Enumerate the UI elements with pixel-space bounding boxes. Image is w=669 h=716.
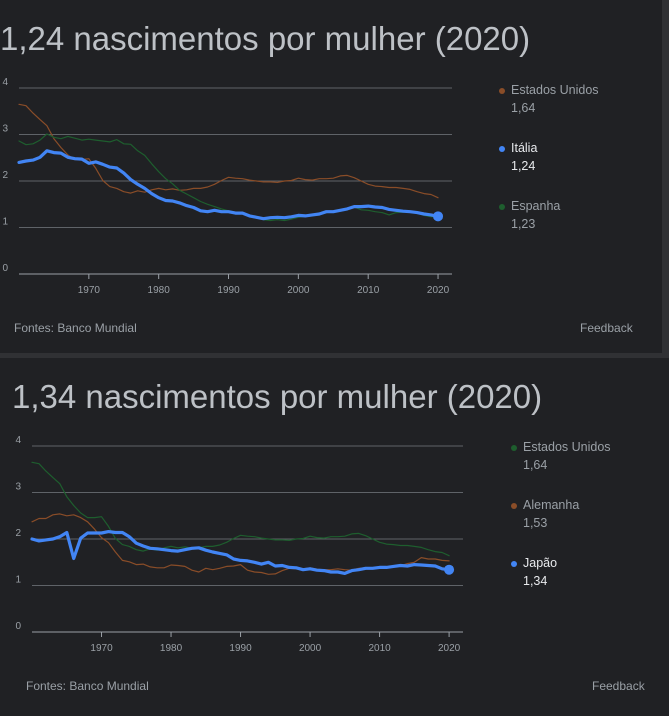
y-tick-label: 1	[15, 575, 21, 586]
series-line-japão[interactable]	[30, 530, 451, 575]
x-tick-label: 1970	[78, 285, 101, 296]
series-line-estados-unidos[interactable]	[18, 103, 439, 199]
legend-series-value: 1,53	[523, 516, 548, 530]
legend-item-estados-unidos[interactable]: Estados Unidos 1,64	[511, 440, 661, 472]
legend-series-name: Itália	[511, 141, 538, 155]
legend-dot-icon	[499, 203, 505, 210]
latest-point-marker[interactable]	[444, 564, 455, 575]
y-tick-label: 4	[15, 435, 21, 446]
x-tick-label: 2020	[438, 643, 461, 654]
y-tick-label: 0	[2, 263, 8, 274]
chart-title: 1,34 nascimentos por mulher (2020)	[12, 378, 543, 415]
legend-item-espanha[interactable]: Espanha 1,23	[499, 199, 649, 231]
source-label: Fontes: Banco Mundial	[14, 321, 137, 335]
y-tick-label: 1	[2, 217, 8, 228]
x-tick-label: 2010	[368, 643, 391, 654]
legend-item-alemanha[interactable]: Alemanha 1,53	[511, 498, 661, 530]
legend-series-value: 1,64	[523, 458, 548, 472]
x-tick-label: 1980	[148, 285, 171, 296]
legend-dot-icon	[511, 560, 517, 567]
chart-card-japan: 1,34 nascimentos por mulher (2020) 0 1 2 3 4…	[0, 358, 669, 716]
y-tick-label: 3	[15, 482, 21, 493]
legend-dot-icon	[499, 87, 505, 94]
line-chart: 0 1 2 3 4 1970 1980 1990 2000 2010 2020	[2, 77, 452, 296]
x-tick-label: 2020	[427, 285, 450, 296]
y-tick-label: 2	[2, 170, 8, 181]
legend-series-value: 1,24	[511, 159, 536, 173]
legend-item-estados-unidos[interactable]: Estados Unidos 1,64	[499, 83, 649, 115]
feedback-link[interactable]: Feedback	[592, 679, 645, 693]
legend-item-japao[interactable]: Japão 1,34	[511, 556, 661, 588]
legend-series-name: Estados Unidos	[511, 83, 599, 97]
y-tick-label: 3	[2, 124, 8, 135]
x-tick-label: 2010	[357, 285, 380, 296]
line-chart: 0 1 2 3 4 1970 1980 1990 2000 2010 2020	[15, 435, 463, 654]
x-tick-label: 1990	[217, 285, 240, 296]
legend-series-name: Estados Unidos	[523, 440, 611, 454]
legend-dot-icon	[511, 444, 517, 451]
legend-series-name: Espanha	[511, 199, 561, 213]
latest-point-marker[interactable]	[433, 211, 444, 222]
y-tick-label: 2	[15, 528, 21, 539]
legend-series-value: 1,23	[511, 217, 536, 231]
legend-series-name: Alemanha	[523, 498, 580, 512]
legend-dot-icon	[499, 145, 505, 152]
chart-title: 1,24 nascimentos por mulher (2020)	[0, 20, 531, 57]
series-line-estados-unidos[interactable]	[31, 461, 450, 557]
y-tick-label: 4	[2, 77, 8, 88]
x-tick-label: 1970	[90, 643, 113, 654]
y-tick-label: 0	[15, 621, 21, 632]
legend-series-name: Japão	[523, 556, 558, 570]
x-tick-label: 2000	[287, 285, 310, 296]
feedback-link[interactable]: Feedback	[580, 321, 633, 335]
x-tick-label: 2000	[299, 643, 322, 654]
x-tick-label: 1990	[229, 643, 252, 654]
legend-item-italia[interactable]: Itália 1,24	[499, 141, 649, 173]
x-tick-label: 1980	[160, 643, 183, 654]
series-line-itália[interactable]	[17, 149, 440, 221]
source-label: Fontes: Banco Mundial	[26, 679, 149, 693]
chart-card-italy: 1,24 nascimentos por mulher (2020) 0 1 2 3 4…	[0, 0, 662, 353]
legend-series-value: 1,34	[523, 574, 548, 588]
legend-series-value: 1,64	[511, 101, 536, 115]
legend-dot-icon	[511, 502, 517, 509]
